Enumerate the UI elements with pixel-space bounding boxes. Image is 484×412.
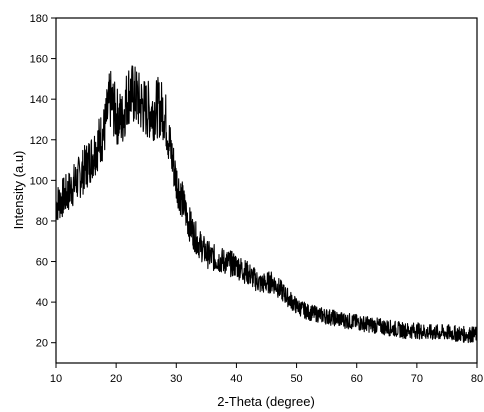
series-line (55, 65, 478, 344)
y-axis-title: Intensity (a.u) (11, 151, 26, 230)
x-tick-label: 80 (471, 373, 483, 385)
y-tick-label: 60 (36, 257, 48, 269)
x-tick-label: 30 (170, 373, 182, 385)
y-tick-label: 120 (30, 135, 48, 147)
y-tick-label: 180 (30, 13, 48, 25)
y-tick-label: 100 (30, 175, 48, 187)
x-tick-label: 20 (110, 373, 122, 385)
y-tick-label: 80 (36, 216, 48, 228)
plot-frame (55, 17, 478, 364)
x-tick-label: 50 (290, 373, 302, 385)
x-axis-title: 2-Theta (degree) (217, 394, 315, 409)
x-tick-label: 10 (50, 373, 62, 385)
x-axis: 10 20 30 40 50 60 70 80 (50, 363, 483, 385)
y-tick-label: 160 (30, 54, 48, 66)
y-tick-label: 20 (36, 338, 48, 350)
plot-area: 20 40 60 80 100 120 140 160 180 10 20 30 40 50 60 70 80 (30, 13, 483, 385)
x-tick-label: 70 (411, 373, 423, 385)
x-tick-label: 60 (351, 373, 363, 385)
y-tick-label: 140 (30, 94, 48, 106)
y-axis: 20 40 60 80 100 120 140 160 180 (30, 13, 56, 350)
x-tick-label: 40 (230, 373, 242, 385)
y-tick-label: 40 (36, 297, 48, 309)
